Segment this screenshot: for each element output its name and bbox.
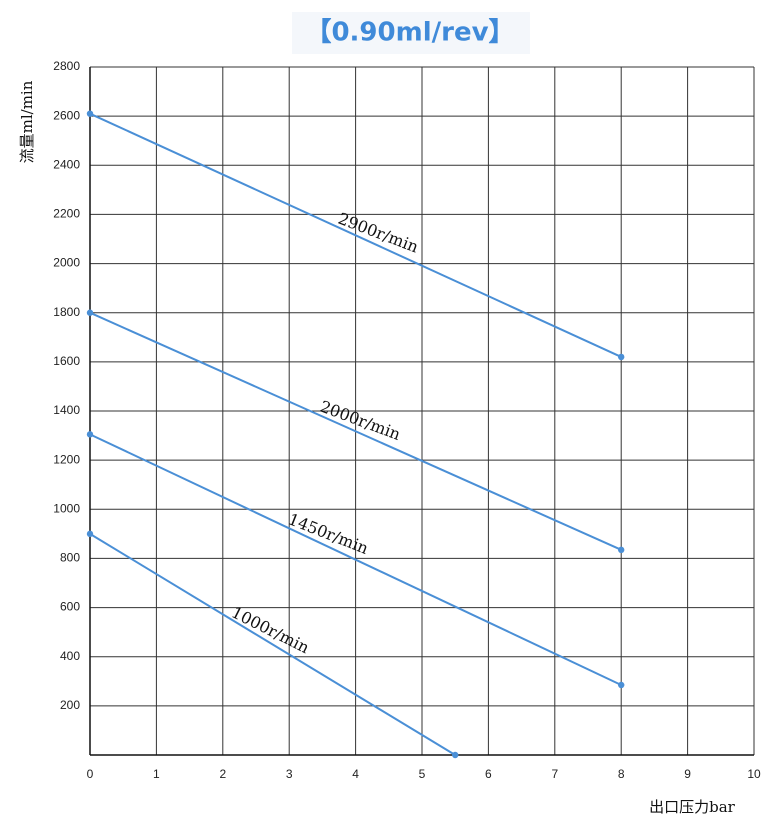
point (86, 530, 94, 538)
y-tick-label: 1000 (53, 501, 80, 515)
x-tick-label: 8 (618, 767, 625, 781)
y-tick-label: 2000 (53, 256, 80, 270)
line (89, 533, 456, 756)
x-tick-label: 9 (684, 767, 691, 781)
line (89, 433, 622, 686)
x-tick-label: 6 (485, 767, 492, 781)
y-tick-label: 1800 (53, 305, 80, 319)
line (89, 311, 622, 551)
y-axis-label: 流量ml/min (18, 80, 36, 163)
y-tick-label: 400 (60, 649, 80, 663)
point (86, 110, 94, 117)
point (452, 751, 459, 759)
y-tick-label: 800 (60, 551, 80, 565)
x-tick-label: 10 (747, 767, 761, 781)
point (86, 431, 94, 438)
title-background (292, 12, 530, 54)
x-tick-label: 3 (286, 767, 293, 781)
y-tick-label: 2400 (53, 157, 80, 171)
x-tick-label: 5 (419, 767, 426, 781)
chart-title: 【0.90ml/rev】 (305, 18, 514, 48)
x-tick-label: 2 (219, 767, 226, 781)
x-tick-label: 0 (87, 767, 94, 781)
y-tick-label: 2200 (53, 207, 80, 221)
point (86, 309, 94, 316)
y-tick-label: 1600 (53, 354, 80, 368)
point (618, 546, 625, 554)
y-tick-label: 1200 (53, 452, 80, 466)
x-tick-label: 1 (153, 767, 160, 781)
x-axis-label: 出口压力bar (649, 798, 736, 816)
line-label: 1000r/min (228, 603, 312, 658)
line (89, 112, 622, 358)
x-tick-label: 4 (352, 767, 359, 781)
point (618, 353, 625, 361)
y-tick-label: 2800 (53, 59, 80, 73)
y-tick-label: 1400 (53, 403, 80, 417)
y-tick-label: 200 (60, 698, 80, 712)
y-tick-label: 2600 (53, 108, 80, 122)
y-tick-label: 600 (60, 600, 80, 614)
x-tick-label: 7 (551, 767, 558, 781)
point (618, 681, 625, 689)
